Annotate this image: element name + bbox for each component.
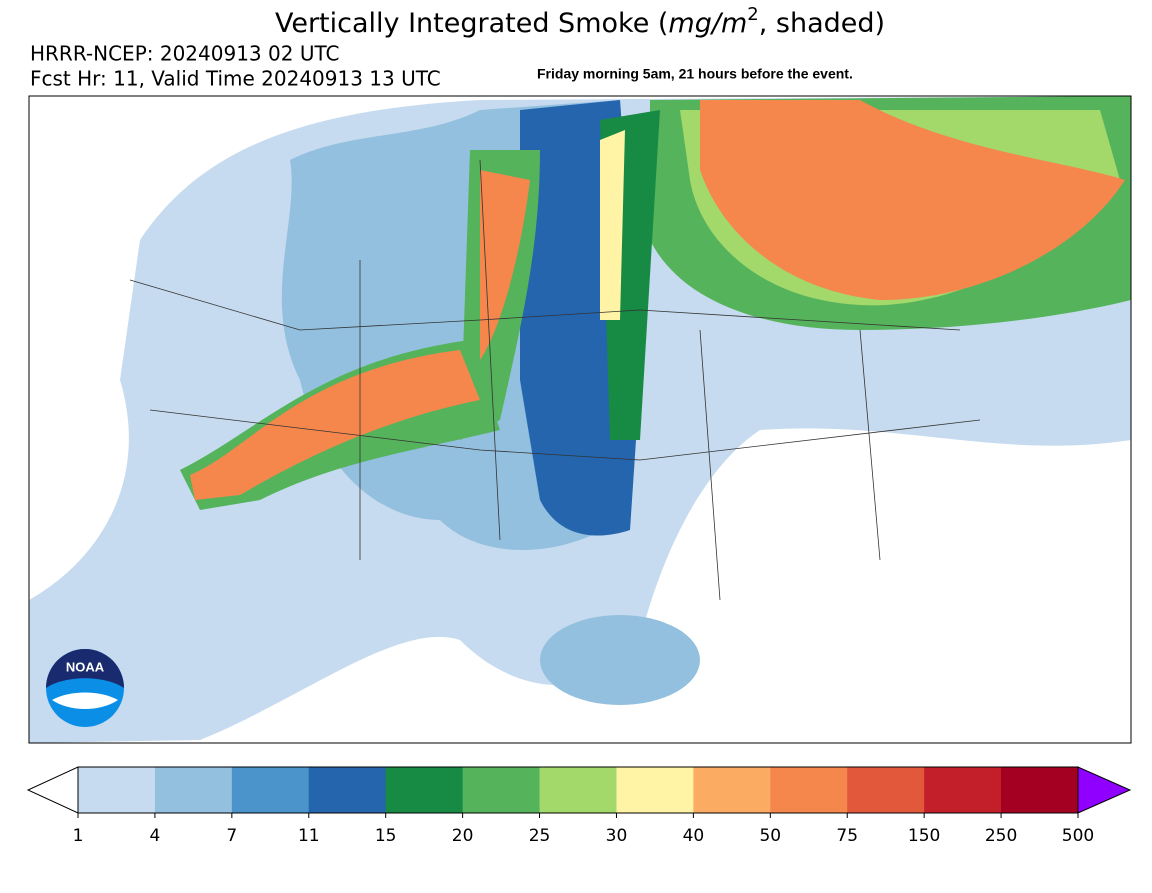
color-band xyxy=(693,767,771,813)
under-arrow xyxy=(26,766,79,814)
tick-label: 11 xyxy=(298,826,320,846)
colorbar: 1 4 7 11 15 20 25 30 40 50 75 150 250 500 xyxy=(26,766,1132,846)
tick-label: 150 xyxy=(908,826,940,846)
boundaries xyxy=(129,159,981,601)
tick-label: 50 xyxy=(759,826,781,846)
tick-label: 40 xyxy=(683,826,705,846)
title-suffix: , shaded) xyxy=(759,8,885,39)
map: NOAA xyxy=(28,95,1132,744)
tick-label: 30 xyxy=(606,826,628,846)
smoke-orange-plains xyxy=(480,170,530,360)
tick-label: 20 xyxy=(452,826,474,846)
smoke-gulf xyxy=(540,615,700,705)
title-unit: mg/m xyxy=(668,8,747,39)
tick-label: 4 xyxy=(150,826,161,846)
tick-label: 500 xyxy=(1062,826,1094,846)
noaa-logo: NOAA xyxy=(46,649,124,727)
model-line: HRRR-NCEP: 20240913 02 UTC xyxy=(30,42,339,66)
colorbar-frame xyxy=(77,766,1079,814)
forecast-line: Fcst Hr: 11, Valid Time 20240913 13 UTC xyxy=(30,67,441,91)
smoke-orange-west xyxy=(190,350,480,500)
title-exponent: 2 xyxy=(747,4,758,25)
over-arrow xyxy=(1077,766,1132,814)
color-band xyxy=(847,767,925,813)
tick-label: 250 xyxy=(985,826,1017,846)
title: Vertically Integrated Smoke (mg/m2, shad… xyxy=(275,4,885,39)
map-frame xyxy=(28,95,1132,744)
smoke-yellow-central xyxy=(600,130,625,320)
color-band xyxy=(924,767,1002,813)
tick-label: 15 xyxy=(375,826,397,846)
color-band xyxy=(231,767,310,813)
tick-label: 1 xyxy=(73,826,84,846)
annotation: Friday morning 5am, 21 hours before the … xyxy=(537,66,853,82)
color-band xyxy=(385,767,464,813)
color-band xyxy=(308,767,387,813)
tick-label: 75 xyxy=(836,826,858,846)
tick-label: 25 xyxy=(529,826,551,846)
color-band xyxy=(770,767,848,813)
color-band xyxy=(78,767,156,813)
color-band xyxy=(1001,767,1079,813)
color-band xyxy=(462,767,541,813)
color-band xyxy=(154,767,233,813)
tick-label: 7 xyxy=(226,826,237,846)
smoke-orange-ne xyxy=(700,100,1125,300)
color-band xyxy=(616,767,694,813)
logo-text: NOAA xyxy=(66,659,105,674)
color-band xyxy=(539,767,617,813)
title-prefix: Vertically Integrated Smoke ( xyxy=(275,8,668,39)
